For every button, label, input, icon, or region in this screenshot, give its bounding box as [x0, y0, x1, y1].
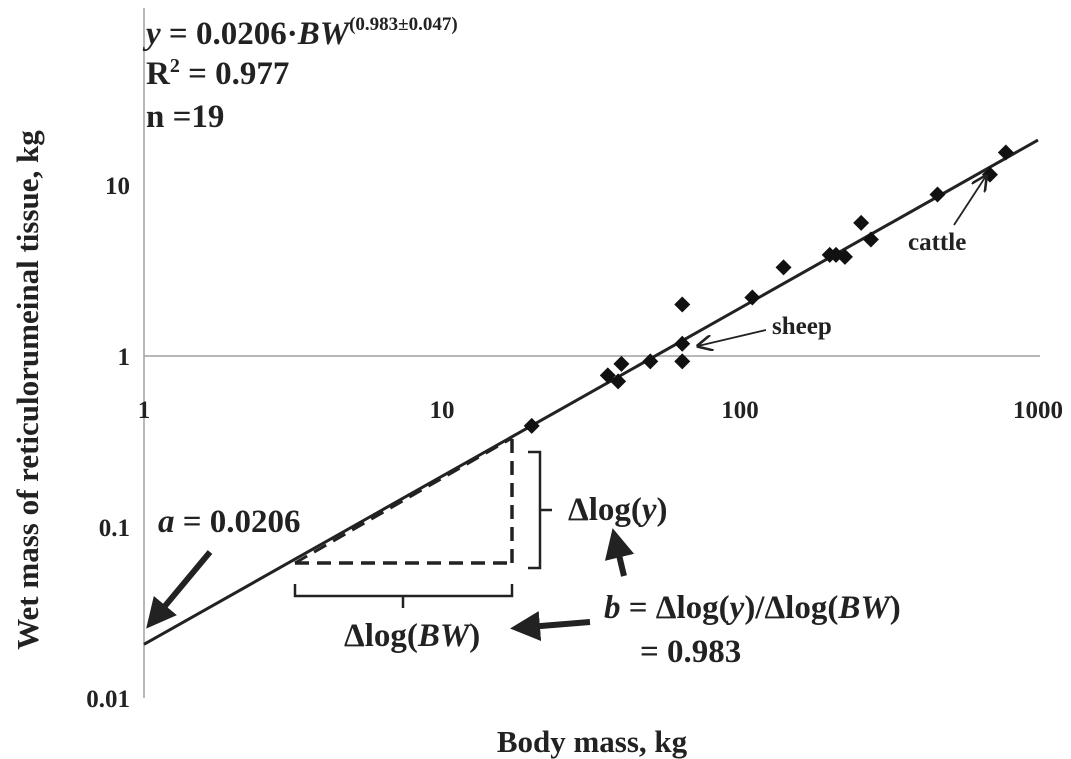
slope-y: y [726, 590, 745, 626]
delta-log-y-a: Δlog( [568, 492, 642, 528]
equation-y: y [142, 16, 161, 52]
x-tick-label-10: 10 [430, 397, 455, 424]
equation-text: y = 0.0206·BW(0.983±0.047) [142, 14, 458, 52]
hypotenuse-dashed [294, 436, 513, 565]
delta-log-y-c: ) [657, 492, 668, 528]
data-point [775, 259, 792, 276]
sheep-label: sheep [772, 313, 832, 340]
data-point [599, 367, 616, 384]
slope-var: b [604, 590, 621, 626]
intercept-label: a = 0.0206 [158, 504, 301, 540]
data-point [642, 353, 659, 370]
delta-log-y-label: Δlog(y) [568, 492, 668, 528]
data-point [744, 289, 761, 306]
equation-exponent: (0.983±0.047) [349, 14, 458, 35]
slope-arrow-left [510, 611, 591, 642]
slope-eq2: )/Δlog( [744, 590, 838, 626]
delta-bw-bracket [293, 584, 514, 608]
data-point [674, 335, 691, 352]
data-point [674, 353, 691, 370]
slope-arrow-up [604, 528, 635, 577]
fit-line [143, 138, 1039, 646]
equation-bw: BW [297, 16, 352, 52]
data-point [610, 373, 627, 390]
r-squared-value: = 0.977 [180, 56, 290, 92]
delta-log-bw-b: BW [417, 618, 472, 654]
data-point [853, 214, 870, 231]
slope-bw: BW [837, 590, 892, 626]
delta-log-bw-label: Δlog(BW) [344, 618, 480, 654]
x-axis-title: Body mass, kg [497, 724, 688, 759]
y-tick-label-0.1: 0.1 [99, 515, 130, 542]
delta-y-bracket [528, 450, 552, 570]
data-point [836, 248, 853, 265]
data-point [523, 417, 540, 434]
y-tick-label-1: 1 [118, 344, 131, 371]
delta-log-y-b: y [638, 492, 657, 528]
intercept-var: a [158, 504, 175, 540]
slope-formula-label: b = Δlog(y)/Δlog(BW) [604, 590, 901, 626]
n-count-text: n =19 [146, 99, 224, 135]
cattle-arrow [953, 176, 986, 226]
data-point [862, 231, 879, 248]
y-axis-title: Wet mass of reticulorumeinal tissue, kg [10, 130, 45, 650]
slope-value-label: = 0.983 [640, 634, 741, 670]
equation-coef: = 0.0206· [161, 16, 298, 52]
delta-log-bw-a: Δlog( [344, 618, 418, 654]
sheep-arrow [698, 329, 767, 346]
slope-eq3: ) [890, 590, 901, 626]
r-squared-r: R [146, 56, 171, 92]
x-tick-label-1: 1 [138, 397, 151, 424]
data-point [997, 144, 1014, 161]
cattle-label: cattle [908, 229, 966, 256]
intercept-arrow [146, 550, 213, 629]
r-squared-sup: 2 [170, 55, 180, 77]
x-tick-label-1000: 1000 [1013, 397, 1063, 424]
y-tick-label-0.01: 0.01 [86, 686, 130, 713]
delta-log-bw-c: ) [469, 618, 480, 654]
intercept-value: = 0.0206 [175, 504, 301, 540]
data-point [674, 296, 691, 313]
y-tick-label-10: 10 [105, 173, 130, 200]
data-point [613, 355, 630, 372]
data-point [929, 186, 946, 203]
slope-eq1: = Δlog( [621, 590, 730, 626]
r-squared-text: R2 = 0.977 [146, 55, 289, 92]
x-tick-label-100: 100 [721, 397, 759, 424]
